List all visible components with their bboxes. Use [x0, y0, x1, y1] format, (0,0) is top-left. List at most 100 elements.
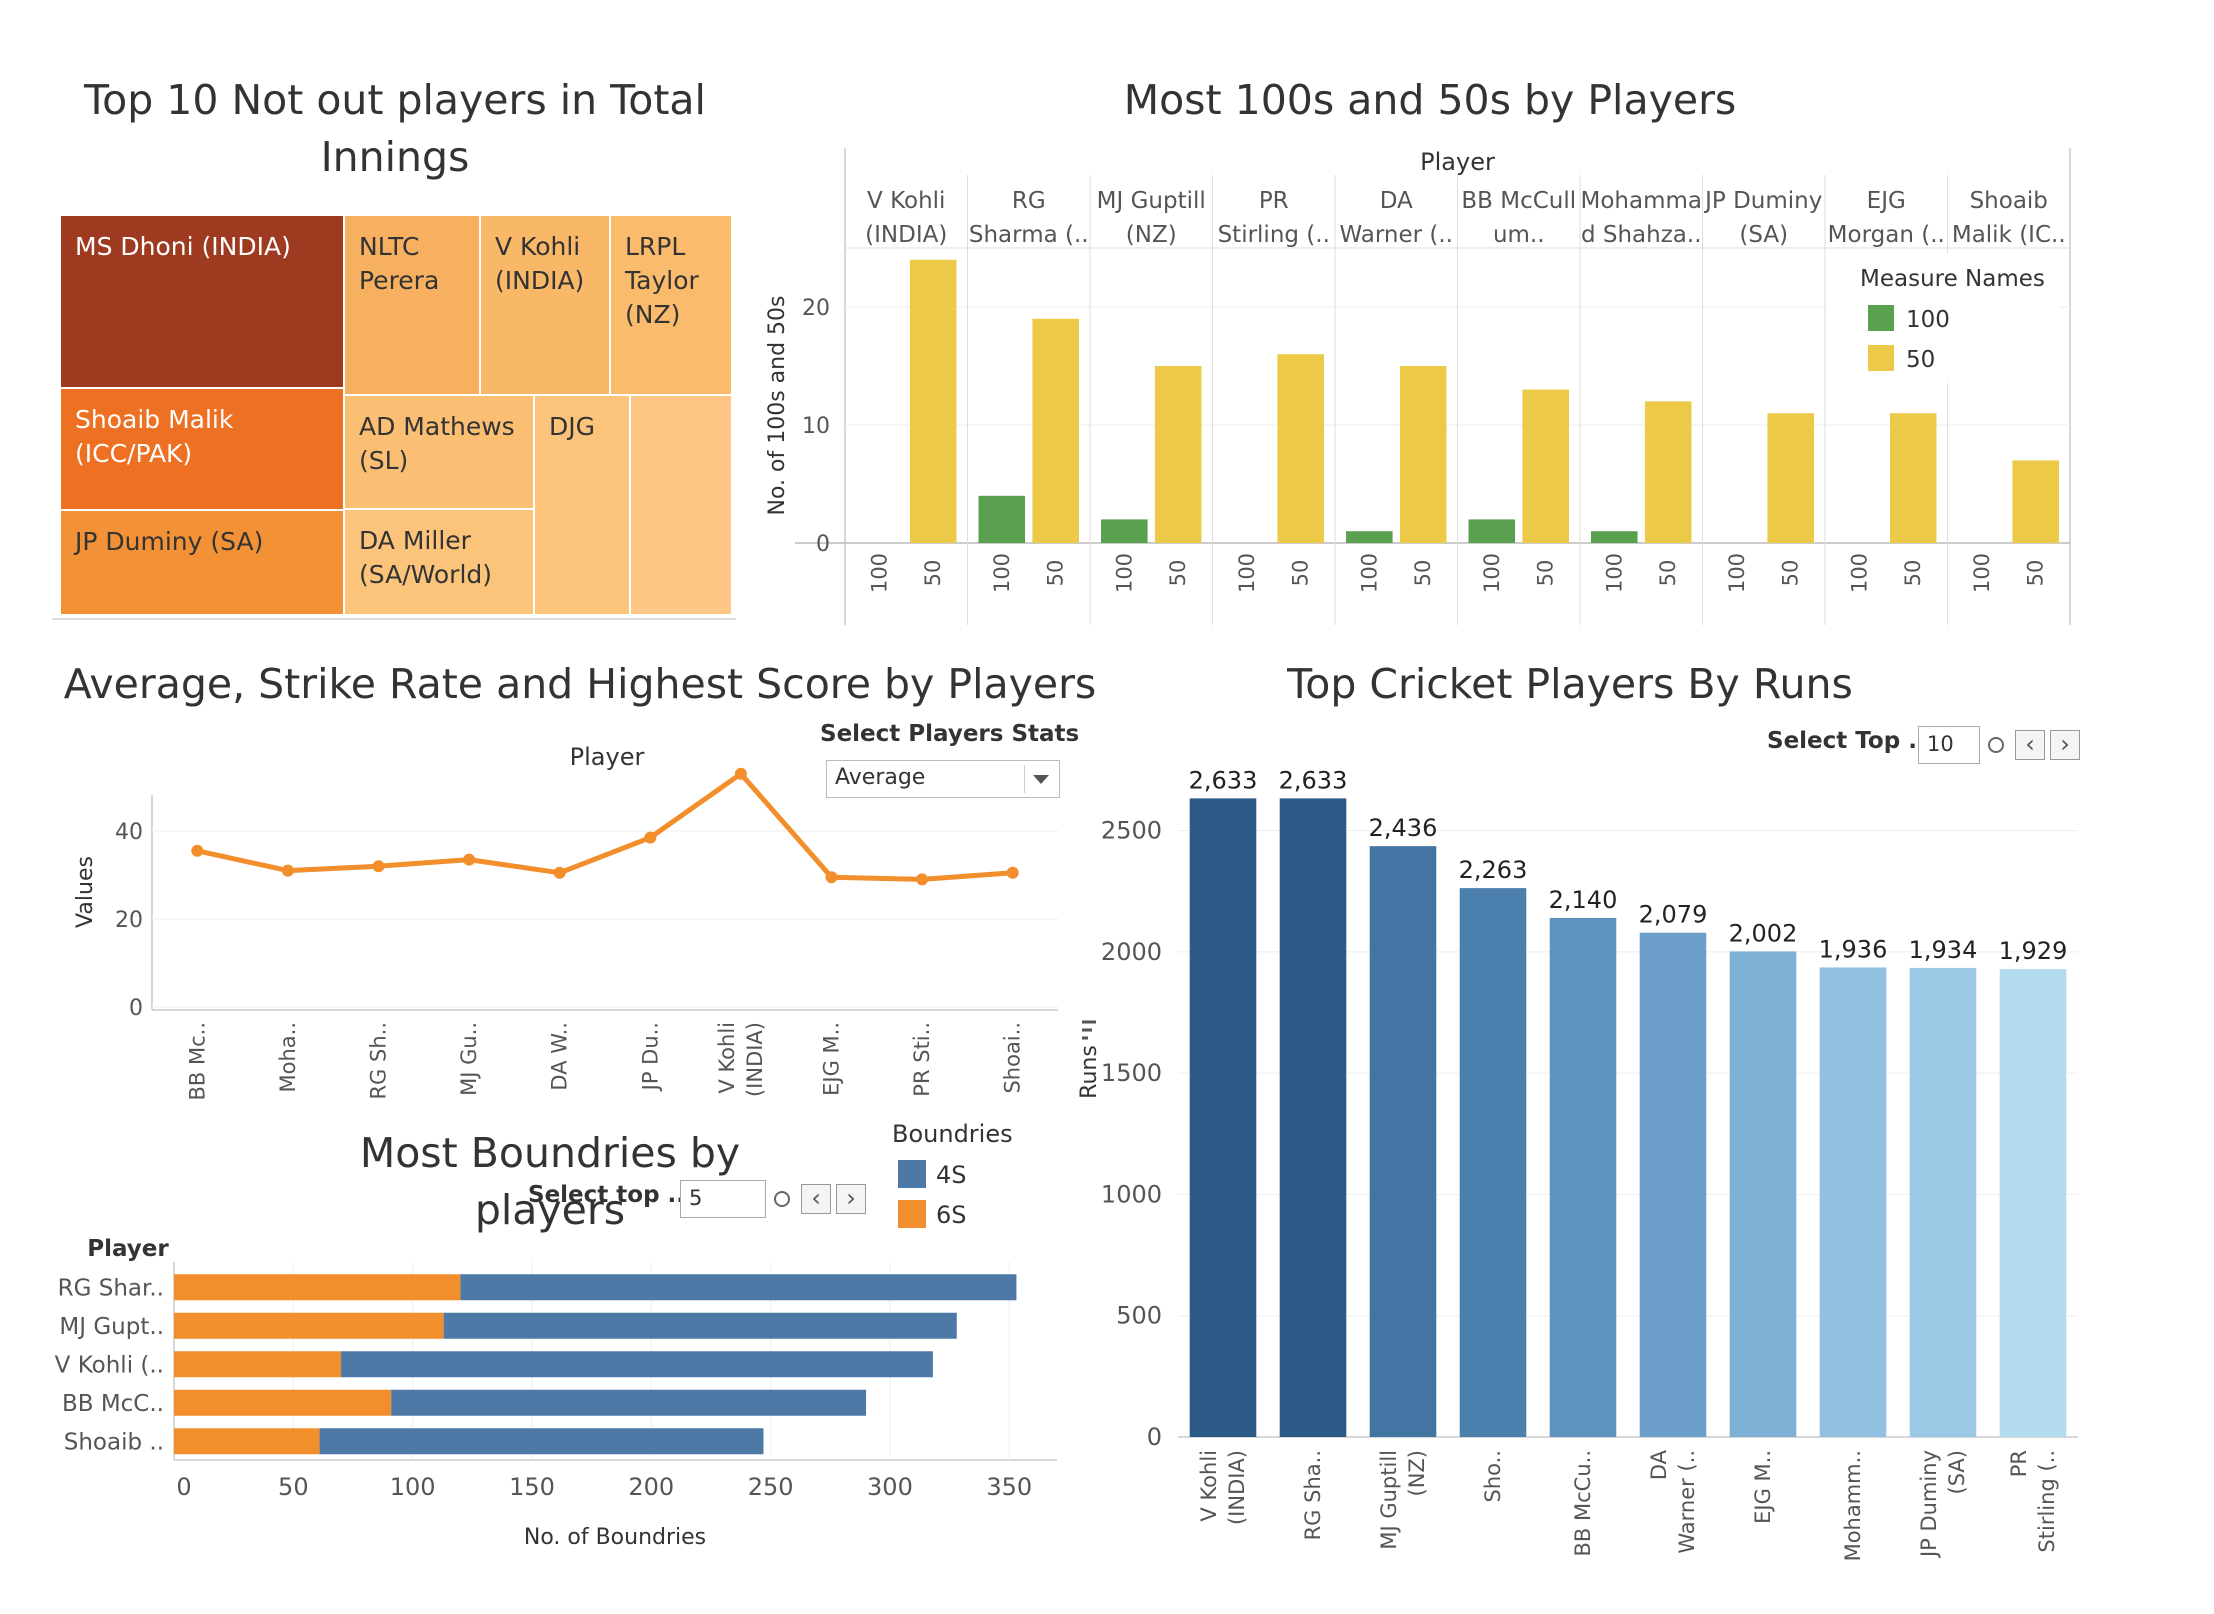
avg-point — [553, 866, 566, 879]
runs-x-label: PR Stirling (.. — [2007, 1450, 2059, 1553]
boundaries-legend-swatch — [898, 1160, 926, 1188]
treemap-cell-label: DA Miller (SA/World) — [359, 526, 493, 589]
runs-bar — [1279, 798, 1347, 1437]
runs-x-label: EJG M.. — [1751, 1450, 1775, 1524]
boundaries-top-selector-label: Select top .. — [528, 1182, 686, 1208]
centuries-legend-swatch — [1868, 345, 1894, 371]
treemap-cell[interactable]: Shoaib Malik (ICC/PAK) — [60, 388, 344, 510]
centuries-bar — [1767, 413, 1814, 543]
avg-point — [825, 871, 838, 884]
treemap-cell[interactable]: MS Dhoni (INDIA) — [60, 215, 344, 388]
centuries-header: Player — [1420, 148, 1495, 176]
runs-y-tick: 2500 — [1101, 817, 1162, 845]
runs-next-button[interactable]: › — [2050, 730, 2080, 760]
centuries-bar — [1591, 531, 1638, 543]
centuries-subcategory-label: 50 — [1779, 560, 1803, 587]
centuries-subcategory-label: 100 — [1970, 553, 1994, 593]
runs-bar — [1549, 917, 1617, 1437]
runs-data-label: 2,079 — [1639, 901, 1708, 929]
centuries-bar — [978, 495, 1026, 543]
treemap-cell[interactable]: DJG — [534, 395, 630, 615]
centuries-bar — [1522, 389, 1569, 543]
boundaries-bar-segment — [174, 1312, 444, 1339]
centuries-category-label: JP Duminy (SA) — [1703, 188, 1822, 248]
avg-x-label: JP Du.. — [638, 1022, 662, 1092]
treemap-cell[interactable]: V Kohli (INDIA) — [480, 215, 610, 395]
centuries-subcategory-label: 50 — [1044, 560, 1068, 587]
centuries-chart-title: Most 100s and 50s by Players — [1123, 76, 1737, 124]
boundaries-next-button[interactable]: › — [836, 1184, 866, 1214]
runs-reset-circle-icon[interactable] — [1988, 737, 2004, 753]
boundaries-bar-segment — [174, 1274, 461, 1301]
centuries-bar — [1277, 354, 1324, 543]
avg-x-label: Shoai.. — [1001, 1022, 1025, 1094]
treemap-cell-label: DJG — [549, 412, 595, 441]
runs-x-label: MJ Guptill (NZ) — [1377, 1450, 1429, 1550]
boundaries-bar-segment — [460, 1274, 1017, 1301]
boundaries-top-input[interactable]: 5 — [680, 1180, 766, 1218]
treemap-cell[interactable]: AD Mathews (SL) — [344, 395, 534, 509]
boundaries-prev-button[interactable]: ‹ — [801, 1184, 831, 1214]
centuries-subcategory-label: 50 — [1411, 560, 1435, 587]
centuries-subcategory-label: 100 — [1357, 553, 1381, 593]
treemap-cell[interactable] — [630, 395, 732, 615]
runs-x-label: Mohamm.. — [1841, 1450, 1865, 1561]
avg-x-label: BB Mc.. — [185, 1022, 209, 1101]
boundaries-bar-segment — [319, 1428, 764, 1455]
treemap-cell[interactable]: LRPL Taylor (NZ) — [610, 215, 732, 395]
boundaries-x-tick: 50 — [278, 1473, 309, 1501]
avg-y-tick: 20 — [115, 908, 143, 933]
runs-bar — [1909, 967, 1977, 1437]
treemap-cell[interactable]: DA Miller (SA/World) — [344, 509, 534, 615]
avg-point — [916, 873, 929, 886]
runs-top-input[interactable]: 10 — [1918, 726, 1980, 764]
avg-header: Player — [570, 743, 645, 771]
runs-data-label: 2,263 — [1459, 856, 1528, 884]
avg-point — [1006, 866, 1019, 879]
boundaries-legend-swatch — [898, 1200, 926, 1228]
centuries-bar — [1032, 318, 1079, 543]
centuries-subcategory-label: 100 — [1725, 553, 1749, 593]
centuries-legend-title: Measure Names — [1860, 266, 2045, 292]
avg-x-label: DA W.. — [548, 1022, 572, 1091]
treemap: MS Dhoni (INDIA) NLTC Perera V Kohli (INDI… — [60, 215, 732, 615]
centuries-subcategory-label: 100 — [1602, 553, 1626, 593]
runs-top-selector-label: Select Top .. — [1767, 728, 1926, 754]
boundaries-category-label: MJ Gupt.. — [59, 1314, 164, 1340]
runs-y-tick: 2000 — [1101, 938, 1162, 966]
centuries-subcategory-label: 100 — [1847, 553, 1871, 593]
avg-x-label: RG Sh.. — [367, 1022, 391, 1100]
runs-y-tick: 0 — [1147, 1423, 1162, 1451]
boundaries-reset-circle-icon[interactable] — [774, 1191, 790, 1207]
runs-x-label: V Kohli (INDIA) — [1197, 1450, 1249, 1525]
avg-x-label: PR Sti.. — [910, 1022, 934, 1097]
centuries-y-tick: 0 — [816, 532, 830, 557]
treemap-cell-label: Shoaib Malik (ICC/PAK) — [75, 405, 234, 468]
boundaries-bar-segment — [443, 1312, 957, 1339]
centuries-subcategory-label: 50 — [2024, 560, 2048, 587]
runs-data-label: 2,002 — [1729, 919, 1798, 947]
runs-x-label: BB McCu.. — [1571, 1450, 1595, 1556]
runs-x-label: RG Sha.. — [1301, 1450, 1325, 1540]
centuries-bar — [909, 259, 957, 543]
boundaries-category-label: V Kohli (.. — [55, 1352, 164, 1378]
centuries-subcategory-label: 50 — [1901, 560, 1925, 587]
centuries-subcategory-label: 50 — [1166, 560, 1190, 587]
stats-selector-dropdown[interactable]: Average — [826, 760, 1060, 798]
avg-point — [281, 864, 294, 877]
boundaries-chart-title: Most Boundries by players — [359, 1129, 741, 1234]
runs-data-label: 2,633 — [1279, 766, 1348, 794]
centuries-bar — [1346, 531, 1393, 543]
runs-prev-button[interactable]: ‹ — [2015, 730, 2045, 760]
runs-x-label: DA Warner (.. — [1647, 1449, 1699, 1553]
avg-x-label: EJG M.. — [820, 1022, 844, 1096]
centuries-category-label: RG Sharma (.. — [969, 188, 1089, 248]
treemap-cell[interactable]: JP Duminy (SA) — [60, 510, 344, 615]
centuries-subcategory-label: 50 — [1289, 560, 1313, 587]
avg-point — [734, 767, 747, 780]
boundaries-bar-segment — [391, 1389, 867, 1416]
runs-bar — [1189, 798, 1257, 1437]
treemap-cell[interactable]: NLTC Perera — [344, 215, 480, 395]
centuries-legend-swatch — [1868, 305, 1894, 331]
